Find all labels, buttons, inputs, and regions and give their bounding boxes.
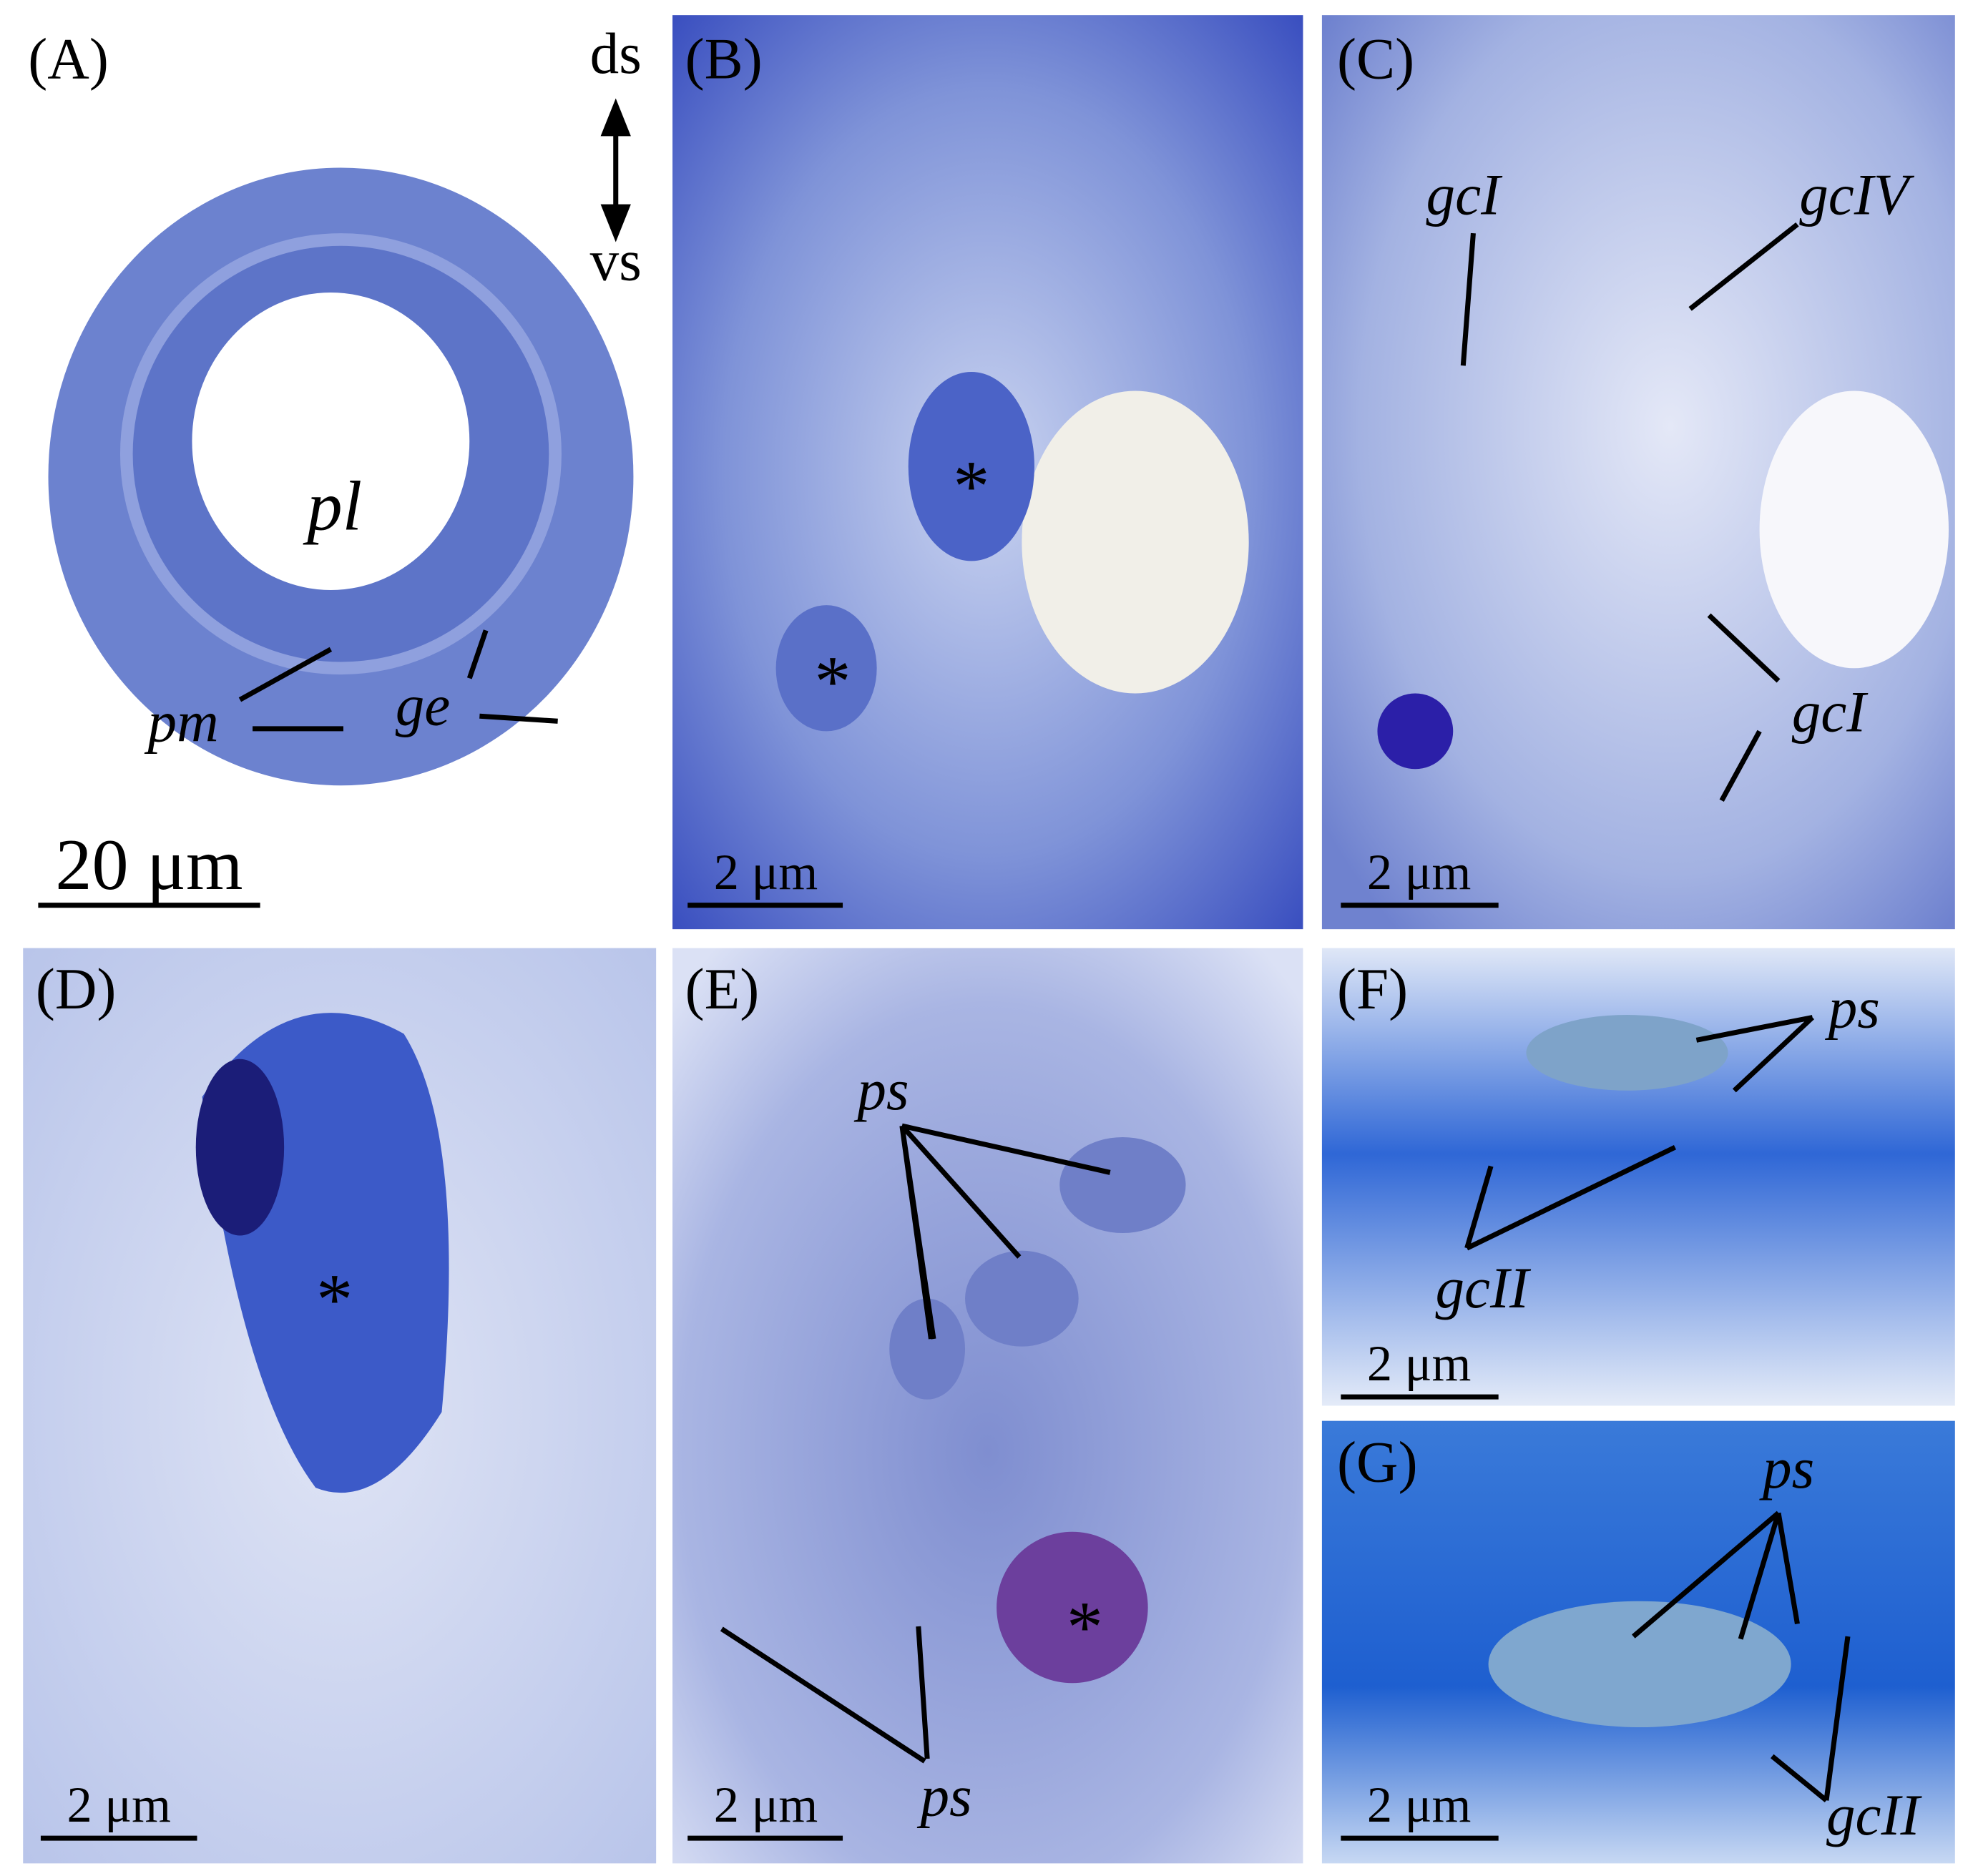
leader-line <box>238 629 558 732</box>
annotation: pl <box>303 467 362 545</box>
panel-label: (E) <box>685 957 760 1021</box>
panel-b: (B) * * 2 μm <box>672 15 1303 930</box>
scale-bar-label: 2 μm <box>1367 845 1472 900</box>
annotation: ps <box>1825 976 1880 1041</box>
panel-e: (E) ps ps * 2 μm <box>672 948 1303 1864</box>
leader-line <box>1464 1015 1815 1251</box>
panel-label: (C) <box>1337 26 1414 91</box>
scale-bar-label: 2 μm <box>1367 1777 1472 1833</box>
annotation: * <box>814 642 851 722</box>
granule-cluster <box>1488 1601 1791 1727</box>
annotation: gcII <box>1826 1783 1923 1847</box>
panel-c: (C) gcI gcIV gcI 2 μm <box>1321 15 1955 930</box>
nucleus <box>195 1059 285 1236</box>
vacuole <box>1022 391 1249 694</box>
arrow-head <box>600 204 631 242</box>
annotation: * <box>1067 1587 1103 1668</box>
nucleus <box>908 372 1034 561</box>
leader-line <box>720 1123 1111 1764</box>
nucleus <box>775 605 877 732</box>
micrograph <box>672 948 1303 1864</box>
orientation-label: ds <box>590 21 642 86</box>
scale-bar-label: 20 μm <box>55 825 243 905</box>
annotation: pm <box>145 690 219 755</box>
annotation: gcI <box>1426 163 1504 227</box>
annotation: * <box>953 446 989 527</box>
panel-label: (A) <box>28 26 109 91</box>
scale-bar-label: 2 μm <box>714 845 818 900</box>
panel-label: (D) <box>36 957 117 1021</box>
annotation: ps <box>917 1764 972 1828</box>
leader-line <box>1460 222 1799 802</box>
cell <box>997 1531 1148 1684</box>
lumen <box>192 292 470 590</box>
leader-line <box>1632 1511 1851 1802</box>
annotation: ps <box>853 1058 909 1122</box>
panel-a: (A) ds vs pl pm ge 20 μm <box>28 21 642 908</box>
annotation: gcI <box>1792 679 1869 744</box>
annotation: gcII <box>1436 1256 1532 1320</box>
panel-g: (G) ps gcII 2 μm <box>1321 1420 1955 1864</box>
annotation: gcIV <box>1799 163 1915 227</box>
granule <box>965 1250 1079 1347</box>
vacuole <box>1759 391 1949 669</box>
scale-bar-label: 2 μm <box>714 1777 818 1833</box>
panel-label: (F) <box>1337 957 1408 1021</box>
granule-cluster <box>1377 693 1454 770</box>
panel-label: (G) <box>1337 1430 1418 1494</box>
annotation: * <box>316 1259 353 1340</box>
panel-f: (F) ps gcII 2 μm <box>1321 948 1955 1406</box>
annotation: ps <box>1759 1436 1814 1501</box>
annotation: ge <box>396 674 451 738</box>
panel-label: (B) <box>685 26 763 91</box>
granule-row <box>1526 1015 1728 1091</box>
scale-bar-label: 2 μm <box>1367 1336 1472 1392</box>
granule <box>889 1298 966 1400</box>
granule <box>1059 1137 1186 1233</box>
scale-bar-label: 2 μm <box>67 1777 171 1833</box>
arrow-head <box>600 98 631 137</box>
panel-d: (D) * 2 μm <box>23 948 657 1864</box>
